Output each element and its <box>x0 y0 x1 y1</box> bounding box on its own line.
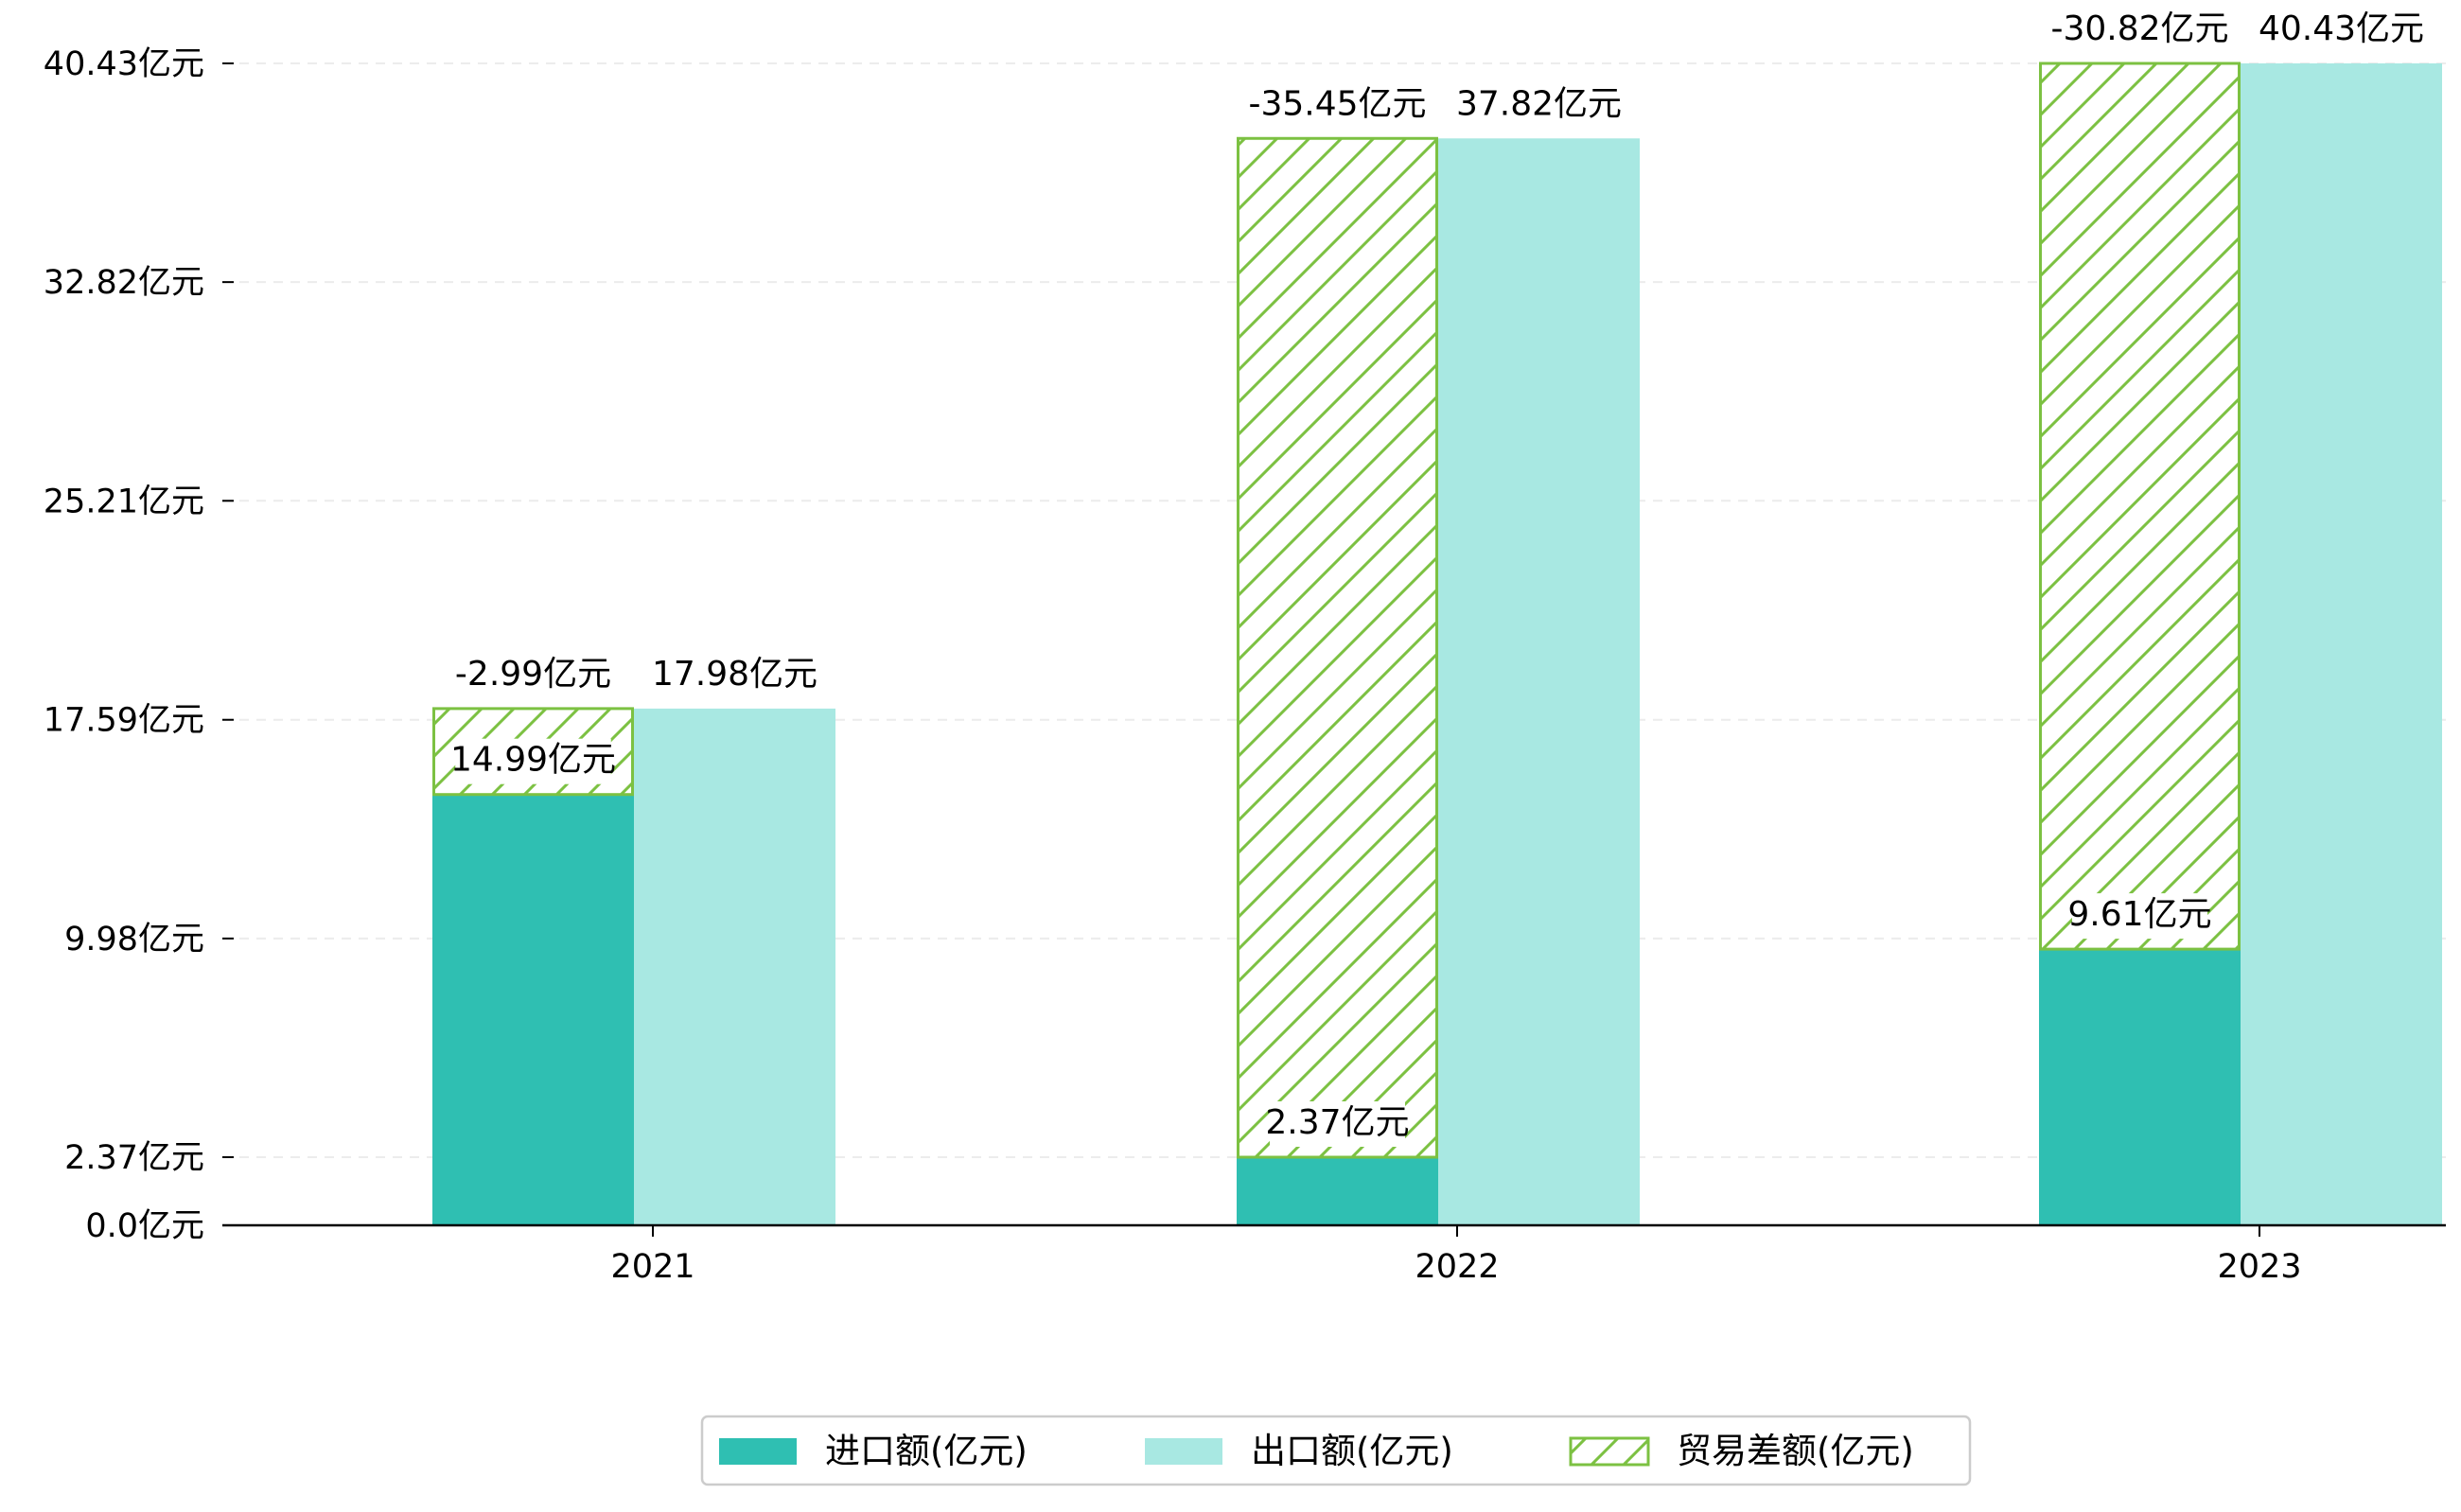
import-label-2023-bg <box>2072 893 2207 940</box>
import-label-2021: 14.99亿元 <box>450 741 616 780</box>
y-tick-label-3: 17.59亿元 <box>44 702 204 740</box>
y-tick-label-6: 40.43亿元 <box>44 45 204 83</box>
y-tick-label-0: 0.0亿元 <box>85 1207 204 1245</box>
x-tick-label-2021: 2021 <box>610 1248 694 1286</box>
x-tick-label-2023: 2023 <box>2217 1248 2301 1286</box>
legend-label-import: 进口额(亿元) <box>825 1431 1028 1471</box>
import-bar-2022 <box>1237 1157 1438 1225</box>
legend: 进口额(亿元) 出口额(亿元) 贸易差额(亿元) <box>700 1415 1972 1486</box>
balance-bar-2022 <box>1237 136 1438 1159</box>
y-tick-label-4: 25.21亿元 <box>44 483 204 520</box>
bars <box>432 62 2442 1226</box>
legend-label-balance: 贸易差额(亿元) <box>1677 1431 1914 1471</box>
export-bar-2023 <box>2241 63 2442 1225</box>
export-label-2023-bg <box>2263 8 2419 53</box>
x-tick-label-2022: 2022 <box>1415 1248 1499 1286</box>
legend-swatch-export <box>1145 1438 1222 1465</box>
balance-label-2022-bg <box>1249 82 1426 129</box>
y-tick-label-5: 32.82亿元 <box>44 264 204 302</box>
balance-label-2021-bg <box>455 652 611 698</box>
import-label-2022-bg <box>1270 1101 1405 1148</box>
export-label-2021-bg <box>657 652 813 698</box>
legend-swatch-import <box>719 1438 797 1465</box>
balance-bar-2023 <box>2039 62 2241 951</box>
balance-label-2022: -35.45亿元 <box>1248 84 1426 123</box>
legend-frame <box>700 1415 1972 1486</box>
export-bar-2021 <box>634 708 835 1225</box>
import-bar-2021 <box>432 794 634 1225</box>
export-label-2023: 40.43亿元 <box>2259 9 2424 48</box>
export-label-2022-bg <box>1461 82 1617 129</box>
import-label-2021-bg <box>455 738 611 784</box>
balance-label-2023: -30.82亿元 <box>2050 9 2228 48</box>
export-label-2021: 17.98亿元 <box>652 655 817 694</box>
data-labels: 14.99亿元 17.98亿元 -2.99亿元 2.37亿元 37.82亿元 -35.45… <box>450 8 2424 1148</box>
y-tick-label-1: 2.37亿元 <box>64 1139 204 1177</box>
axes: 0.0亿元 2.37亿元 9.98亿元 17.59亿元 25.21亿元 32.82亿元 40… <box>44 45 2446 1286</box>
import-bar-2023 <box>2039 949 2241 1225</box>
y-tick-label-2: 9.98亿元 <box>64 921 204 958</box>
import-label-2023: 9.61亿元 <box>2067 895 2211 934</box>
export-label-2022: 37.82亿元 <box>1456 84 1622 123</box>
balance-label-2023-bg <box>2051 8 2228 53</box>
legend-swatch-balance <box>1569 1436 1650 1467</box>
import-label-2022: 2.37亿元 <box>1265 1103 1409 1142</box>
balance-label-2021: -2.99亿元 <box>455 655 611 694</box>
export-bar-2022 <box>1438 138 1640 1226</box>
legend-label-export: 出口额(亿元) <box>1251 1431 1453 1471</box>
